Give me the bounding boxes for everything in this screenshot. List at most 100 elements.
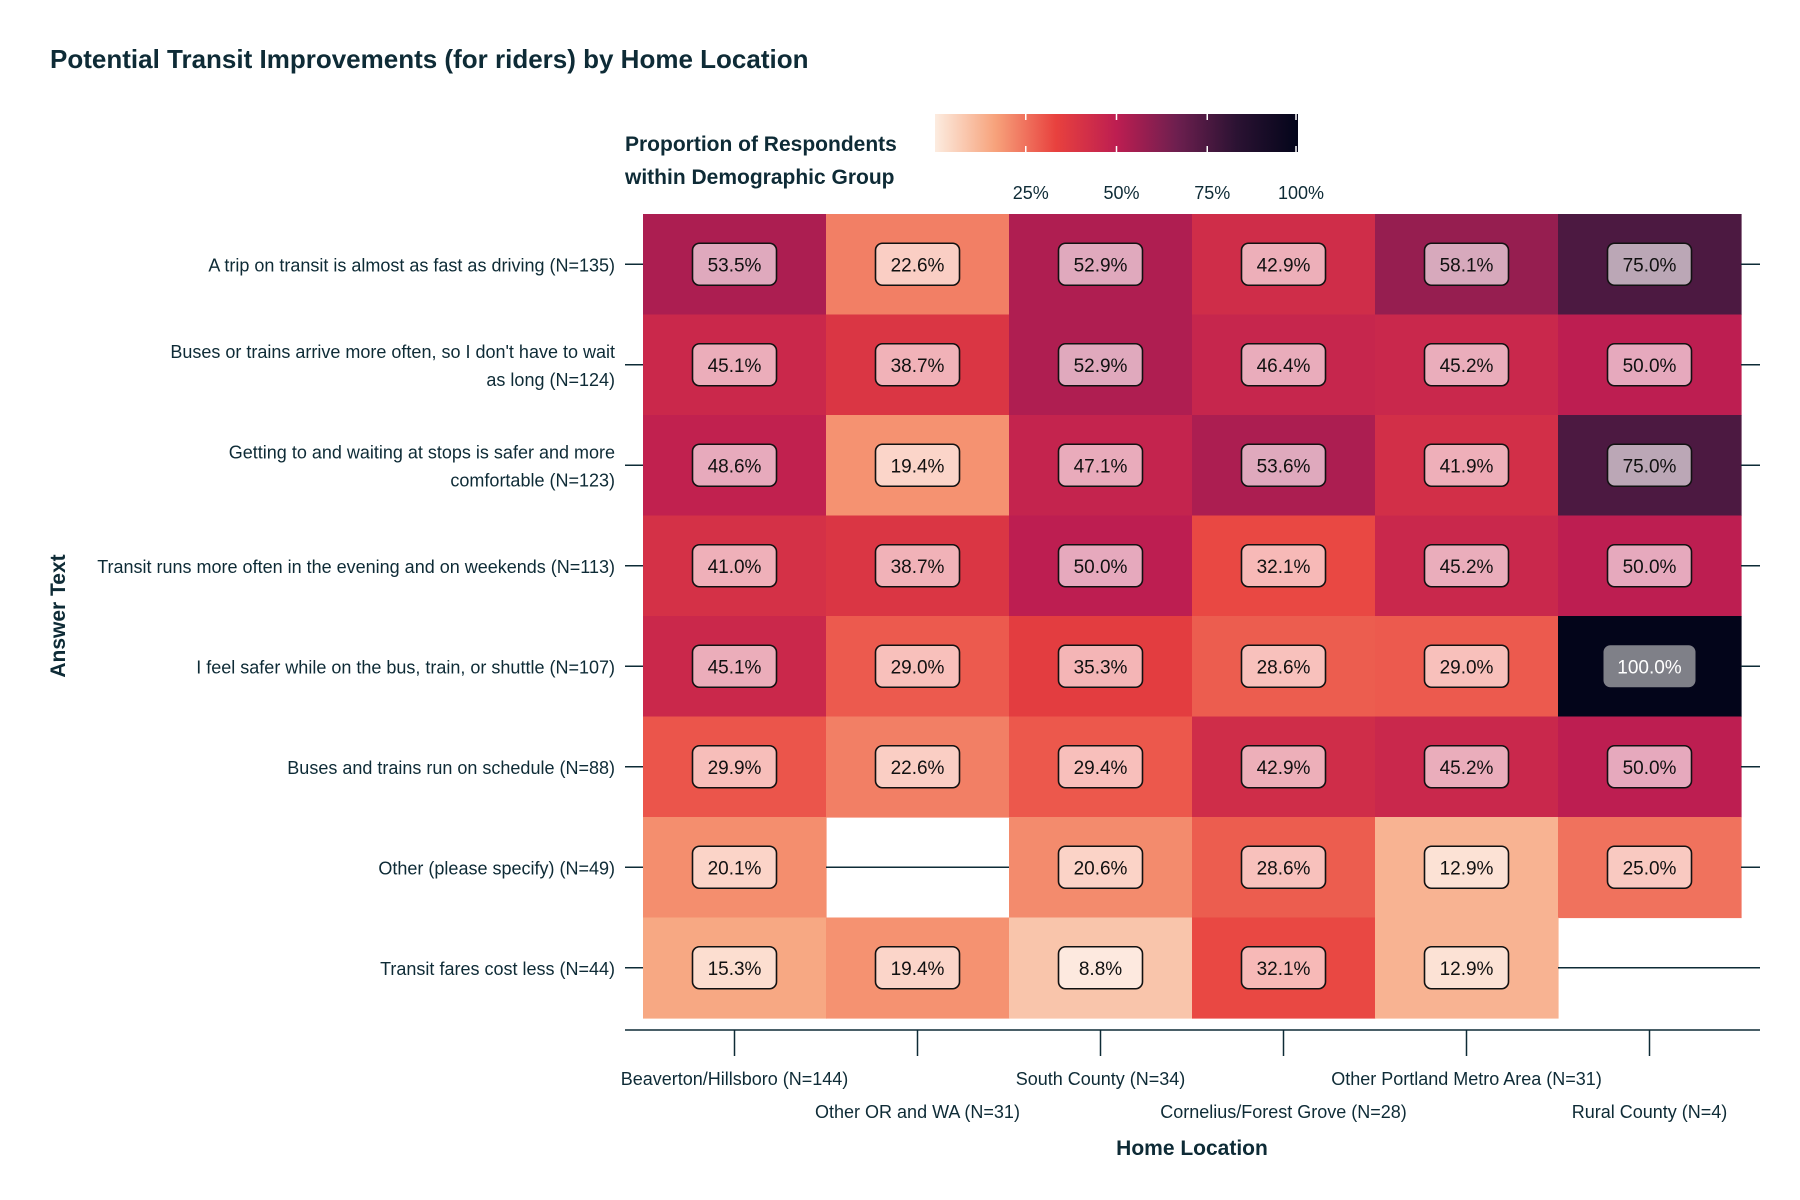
- data-label-box: [691, 845, 778, 890]
- y-tick-label: Transit fares cost less (N=44): [380, 959, 615, 979]
- data-label: 53.6%: [1257, 456, 1311, 477]
- axes: Beaverton/Hillsboro (N=144) Other OR and …: [47, 255, 1760, 1160]
- data-label-box: [691, 443, 778, 488]
- data-label: 50.0%: [1623, 356, 1677, 377]
- legend-tick-label: 25%: [1013, 183, 1049, 203]
- data-label-box: [1057, 443, 1144, 488]
- data-label: 47.1%: [1074, 456, 1128, 477]
- data-label: 52.9%: [1074, 356, 1128, 377]
- data-label: 25.0%: [1623, 858, 1677, 879]
- data-label: 75.0%: [1623, 255, 1677, 276]
- data-label-box: [1606, 543, 1693, 588]
- data-label: 28.6%: [1257, 657, 1311, 678]
- data-label: 32.1%: [1257, 959, 1311, 980]
- legend-colorbar: [935, 114, 1298, 152]
- data-label: 12.9%: [1440, 959, 1494, 980]
- data-label: 42.9%: [1257, 255, 1311, 276]
- y-tick-label: Buses or trains arrive more often, so I …: [170, 342, 615, 362]
- data-label: 41.9%: [1440, 456, 1494, 477]
- data-label-box: [1240, 543, 1327, 588]
- data-label-box: [1057, 845, 1144, 890]
- data-label-box: [691, 644, 778, 689]
- data-label: 42.9%: [1257, 758, 1311, 779]
- data-label-box: [874, 644, 961, 689]
- data-label-box: [874, 342, 961, 387]
- data-label: 19.4%: [891, 959, 945, 980]
- data-label: 15.3%: [708, 959, 762, 980]
- data-label: 8.8%: [1079, 959, 1122, 980]
- data-label-box: [1603, 645, 1696, 688]
- data-label: 50.0%: [1074, 557, 1128, 578]
- data-label-box: [1057, 242, 1144, 287]
- x-tick-label: Beaverton/Hillsboro (N=144): [621, 1069, 849, 1089]
- data-label: 29.4%: [1074, 758, 1128, 779]
- data-label-box: [1057, 744, 1144, 789]
- data-label-box: [874, 543, 961, 588]
- data-label: 45.1%: [708, 356, 762, 377]
- data-label: 52.9%: [1074, 255, 1128, 276]
- data-label-box: [691, 342, 778, 387]
- data-label: 28.6%: [1257, 858, 1311, 879]
- data-label: 50.0%: [1623, 758, 1677, 779]
- data-label-box: [1423, 945, 1510, 990]
- x-axis-title: Home Location: [1116, 1137, 1268, 1160]
- data-label: 46.4%: [1257, 356, 1311, 377]
- data-label: 12.9%: [1440, 858, 1494, 879]
- data-label: 29.9%: [708, 758, 762, 779]
- data-label: 41.0%: [708, 557, 762, 578]
- data-label: 19.4%: [891, 456, 945, 477]
- data-label-box: [1423, 242, 1510, 287]
- data-label-box: [1240, 242, 1327, 287]
- data-label: 45.2%: [1440, 356, 1494, 377]
- data-label: 45.2%: [1440, 758, 1494, 779]
- data-label: 48.6%: [708, 456, 762, 477]
- data-label-box: [1606, 443, 1693, 488]
- y-tick-label: Transit runs more often in the evening a…: [97, 557, 615, 577]
- x-tick-label: Cornelius/Forest Grove (N=28): [1160, 1102, 1407, 1122]
- data-label-box: [874, 945, 961, 990]
- color-legend: 25% 50% 75% 100%: [935, 114, 1324, 203]
- x-tick-label: Rural County (N=4): [1572, 1102, 1728, 1122]
- legend-tick-label: 75%: [1194, 183, 1230, 203]
- data-label: 20.1%: [708, 858, 762, 879]
- data-label-box: [1057, 945, 1144, 990]
- legend-title-line-2: within Demographic Group: [625, 166, 895, 189]
- data-label-box: [691, 945, 778, 990]
- data-label: 45.2%: [1440, 557, 1494, 578]
- data-label: 32.1%: [1257, 557, 1311, 578]
- data-label: 75.0%: [1623, 456, 1677, 477]
- data-label: 20.6%: [1074, 858, 1128, 879]
- legend-tick-label: 50%: [1103, 183, 1139, 203]
- y-tick-label: A trip on transit is almost as fast as d…: [208, 255, 615, 275]
- data-label-box: [1423, 543, 1510, 588]
- data-label-box: [1240, 443, 1327, 488]
- y-tick-label: as long (N=124): [486, 370, 615, 390]
- data-label-box: [1423, 342, 1510, 387]
- legend-title: Proportion of Respondents within Demogra…: [625, 128, 897, 194]
- x-tick-label: Other Portland Metro Area (N=31): [1331, 1069, 1602, 1089]
- x-tick-label: South County (N=34): [1016, 1069, 1186, 1089]
- data-label-box: [1057, 543, 1144, 588]
- data-label-box: [874, 744, 961, 789]
- data-label-box: [1057, 644, 1144, 689]
- data-label: 38.7%: [891, 356, 945, 377]
- data-label: 22.6%: [891, 255, 945, 276]
- x-tick-label: Other OR and WA (N=31): [815, 1102, 1020, 1122]
- heatmap-cells: 53.5% 22.6% 52.9% 42.9% 58.1% 75.0% 45.1% 38.7%…: [643, 214, 1742, 1019]
- y-tick-label: comfortable (N=123): [450, 470, 615, 490]
- data-label-box: [1240, 744, 1327, 789]
- legend-title-line-1: Proportion of Respondents: [625, 133, 897, 156]
- data-label-box: [1606, 242, 1693, 287]
- data-label: 22.6%: [891, 758, 945, 779]
- data-label: 53.5%: [708, 255, 762, 276]
- data-label-box: [691, 543, 778, 588]
- data-label-box: [874, 443, 961, 488]
- data-label-box: [1423, 443, 1510, 488]
- chart-title: Potential Transit Improvements (for ride…: [50, 44, 809, 74]
- data-label: 50.0%: [1623, 557, 1677, 578]
- data-label-box: [691, 744, 778, 789]
- data-label-box: [1240, 945, 1327, 990]
- data-label: 35.3%: [1074, 657, 1128, 678]
- data-label: 29.0%: [891, 657, 945, 678]
